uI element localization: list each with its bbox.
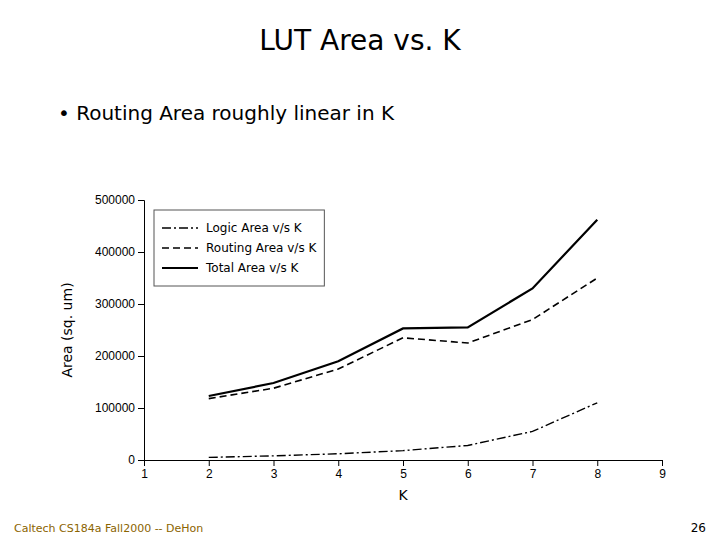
y-axis-tick-label: 400000 — [95, 245, 135, 259]
title: LUT Area vs. K — [259, 24, 461, 57]
chart: LUT Area vs. K • Routing Area roughly lin… — [0, 0, 720, 540]
x-axis-tick-mark — [662, 460, 663, 466]
y-axis-title: Area (sq. um) — [59, 282, 75, 377]
x-axis-tick-label: 4 — [335, 467, 342, 481]
x-axis-tick: 6 — [465, 460, 472, 481]
x-axis-tick: 9 — [659, 460, 666, 481]
y-axis-tick-mark — [138, 304, 144, 305]
y-axis-tick: 300000 — [95, 297, 144, 311]
legend-swatch — [162, 247, 198, 249]
x-axis-tick-mark — [338, 460, 339, 466]
x-axis-title: K — [398, 487, 408, 503]
y-axis-tick: 500000 — [95, 193, 144, 207]
y-axis-tick-mark — [138, 252, 144, 253]
x-axis-line — [145, 461, 663, 467]
x-axis-tick: 3 — [271, 460, 278, 481]
y-axis-tick: 200000 — [95, 349, 144, 363]
legend-swatch — [162, 267, 198, 269]
y-axis-tick-label: 200000 — [95, 349, 135, 363]
bullet-text: • Routing Area roughly linear in K — [58, 101, 395, 125]
y-axis-tick: 400000 — [95, 245, 144, 259]
x-axis-tick: 4 — [335, 460, 342, 481]
x-axis-tick-label: 7 — [530, 467, 537, 481]
y-axis-tick-label: 300000 — [95, 297, 135, 311]
x-axis-tick-mark — [274, 460, 275, 466]
y-axis-line — [138, 201, 145, 461]
x-axis-tick-label: 6 — [465, 467, 472, 481]
legend-box — [154, 210, 324, 286]
x-axis-tick: 7 — [530, 460, 537, 481]
y-axis-tick: 100000 — [95, 401, 144, 415]
legend-entry: Total Area v/s K — [205, 261, 299, 275]
y-axis-tick-mark — [138, 356, 144, 357]
line-series — [209, 278, 598, 399]
y-axis-tick-mark — [138, 408, 144, 409]
y-axis-tick-mark — [138, 460, 144, 461]
plot: 1 2 3 4 5 6 7 8 9 0 100000 200000 300000 400000 500000… — [59, 193, 666, 503]
footer-left: Caltech CS184a Fall2000 -- DeHon — [14, 522, 203, 535]
y-axis-tick: 0 — [128, 453, 144, 467]
x-axis-tick: 5 — [400, 460, 407, 481]
x-axis-tick: 1 — [141, 460, 148, 481]
x-axis-tick-label: 3 — [271, 467, 278, 481]
legend-entry: Logic Area v/s K — [206, 221, 303, 235]
x-axis-tick-label: 9 — [659, 467, 666, 481]
y-axis: 0 100000 200000 300000 400000 500000 — [95, 193, 145, 467]
x-axis-tick-label: 2 — [206, 467, 213, 481]
x-axis-tick-mark — [533, 460, 534, 466]
y-axis-tick-label: 100000 — [95, 401, 135, 415]
y-axis-tick-label: 500000 — [95, 193, 135, 207]
x-axis: 1 2 3 4 5 6 7 8 9 — [141, 460, 666, 481]
x-axis-tick-label: 8 — [594, 467, 601, 481]
legend: Logic Area v/s K Routing Area v/s K Total … — [154, 210, 324, 286]
x-axis-tick-mark — [403, 460, 404, 466]
line-series — [209, 403, 598, 458]
x-axis-tick: 8 — [594, 460, 601, 481]
x-axis-tick-label: 5 — [400, 467, 407, 481]
y-axis-tick-label: 0 — [128, 453, 135, 467]
x-axis-tick-mark — [468, 460, 469, 466]
footer-right: 26 — [691, 521, 706, 535]
legend-entry: Routing Area v/s K — [206, 241, 317, 255]
y-axis-tick-mark — [138, 200, 144, 201]
x-axis-tick-mark — [209, 460, 210, 466]
x-axis-tick-label: 1 — [141, 467, 148, 481]
x-axis-tick-mark — [597, 460, 598, 466]
legend-swatch — [162, 227, 198, 228]
x-axis-tick: 2 — [206, 460, 213, 481]
